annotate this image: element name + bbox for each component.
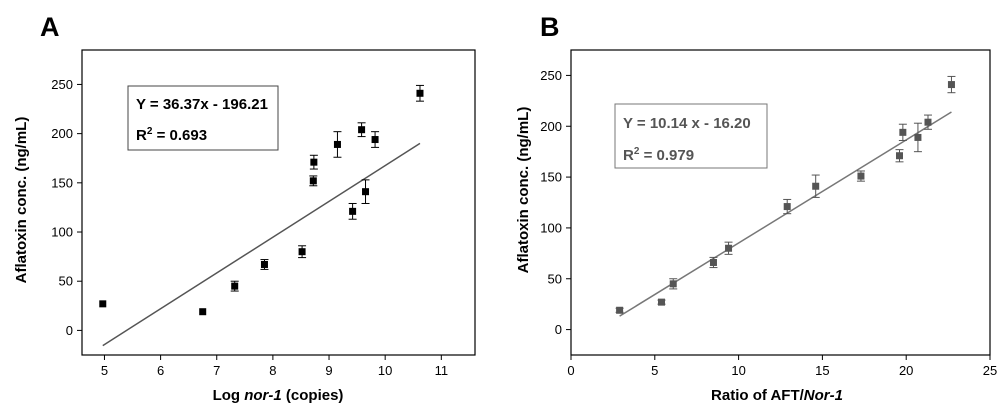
panel-b-data-point [783, 203, 791, 211]
panel-b-x-tick-label: 25 [983, 363, 997, 378]
panel-b-x-tick-label: 20 [899, 363, 913, 378]
panel-a-data-point [199, 308, 207, 316]
panel-a-data-point [298, 248, 306, 256]
panel-b-data-point [914, 133, 922, 141]
panel-a-data-point [309, 177, 317, 185]
panel-b-data-point [812, 182, 820, 190]
panel-b-x-axis-title-prefix: Ratio of AFT/ [711, 387, 805, 404]
panel-a-fit-line [102, 142, 421, 347]
panel-a-x-tick-label: 10 [378, 363, 392, 378]
panel-b-y-tick-label: 250 [540, 68, 562, 83]
panel-b-data-point [947, 81, 955, 89]
panel-a-data-point [358, 126, 366, 134]
panel-a-data-point [99, 300, 107, 308]
panel-b-r-squared-value: = 0.979 [639, 147, 694, 164]
panel-a-data-point [260, 260, 268, 268]
panel-b-equation-box: Y = 10.14 x - 16.20 R2 = 0.979 [614, 103, 768, 169]
panel-a-x-axis-title-suffix: (copies) [282, 387, 344, 404]
panel-a-x-axis-title-prefix: Log [213, 387, 245, 404]
panel-b-y-tick-label: 50 [548, 271, 562, 286]
panel-b-y-tick-label: 100 [540, 220, 562, 235]
panel-a-letter: A [40, 12, 60, 42]
panel-b-data-point [899, 128, 907, 136]
panel-b-data-point [857, 172, 865, 180]
panel-b-y-tick-label: 0 [555, 322, 562, 337]
panel-b-data-point [895, 152, 903, 160]
panel-a-r-squared: R2 = 0.693 [136, 126, 207, 144]
panel-b-data-point [709, 258, 717, 266]
panel-a-x-tick-label: 8 [269, 363, 276, 378]
panel-b-y-tick-label: 200 [540, 119, 562, 134]
panel-b-x-tick-label: 5 [651, 363, 658, 378]
panel-a-y-tick-label: 200 [51, 126, 73, 141]
panel-a-y-tick-label: 0 [66, 323, 73, 338]
panel-a-chart: A Aflatoxin conc. (ng/mL) Log nor-1 (cop… [13, 12, 476, 404]
panel-a-data-point [310, 158, 318, 166]
panel-a-y-tick-label: 150 [51, 175, 73, 190]
panel-a-y-tick-label: 50 [59, 274, 73, 289]
panel-b-x-tick-label: 0 [567, 363, 574, 378]
panel-a-y-tick-label: 100 [51, 225, 73, 240]
panel-a-x-axis-title: Log nor-1 (copies) [213, 387, 344, 404]
panel-a-y-tick-label: 250 [51, 77, 73, 92]
panel-b-data-point [924, 118, 932, 126]
panel-a-data-point [231, 282, 239, 290]
panel-b-r-squared-prefix: R [623, 147, 634, 164]
panel-a-r-squared-value: = 0.693 [152, 127, 207, 144]
panel-a-data-point [333, 140, 341, 148]
panel-b-letter: B [540, 12, 560, 42]
panel-b-r-squared: R2 = 0.979 [623, 146, 694, 164]
panel-b-y-tick-label: 150 [540, 170, 562, 185]
panel-a-equation-box: Y = 36.37x - 196.21 R2 = 0.693 [127, 85, 279, 151]
panel-b-y-axis-title: Aflatoxin conc. (ng/mL) [515, 107, 532, 274]
panel-a-r-squared-prefix: R [136, 127, 147, 144]
panel-b-chart: B Aflatoxin conc. (ng/mL) Ratio of AFT/N… [515, 12, 997, 404]
panel-a-x-tick-label: 11 [435, 363, 449, 378]
panel-b-equation: Y = 10.14 x - 16.20 [623, 115, 751, 132]
panel-b-x-axis-title-gene: Nor-1 [804, 387, 843, 404]
panel-b-data-point [669, 280, 677, 288]
panel-a-x-tick-label: 6 [157, 363, 164, 378]
panel-a-data-point [371, 136, 379, 144]
panel-b-data-point [658, 298, 666, 306]
panel-a-x-tick-label: 7 [213, 363, 220, 378]
panel-b-r-squared-exp: 2 [634, 146, 640, 157]
panel-b-x-tick-label: 10 [731, 363, 745, 378]
panel-a-y-axis-title: Aflatoxin conc. (ng/mL) [13, 117, 30, 284]
panel-b-x-axis-title: Ratio of AFT/Nor-1 [711, 387, 843, 404]
panel-b-plot-frame [570, 49, 991, 356]
panel-a-r-squared-exp: 2 [147, 126, 153, 137]
panel-a-x-tick-label: 9 [325, 363, 332, 378]
panel-b-x-tick-label: 15 [815, 363, 829, 378]
panel-a-data-point [349, 207, 357, 215]
panel-a-x-axis-title-gene: nor-1 [244, 387, 282, 404]
panel-a-plot-frame [81, 49, 476, 356]
panel-a-data-point [362, 188, 370, 196]
panel-b-data-point [616, 306, 624, 314]
panel-a-x-tick-label: 5 [101, 363, 108, 378]
panel-b-data-point [725, 244, 733, 252]
panel-a-equation-box-frame [127, 85, 279, 151]
panel-a-equation: Y = 36.37x - 196.21 [136, 96, 268, 113]
panel-a-data-point [416, 89, 424, 97]
panel-b-equation-box-frame [614, 103, 768, 169]
